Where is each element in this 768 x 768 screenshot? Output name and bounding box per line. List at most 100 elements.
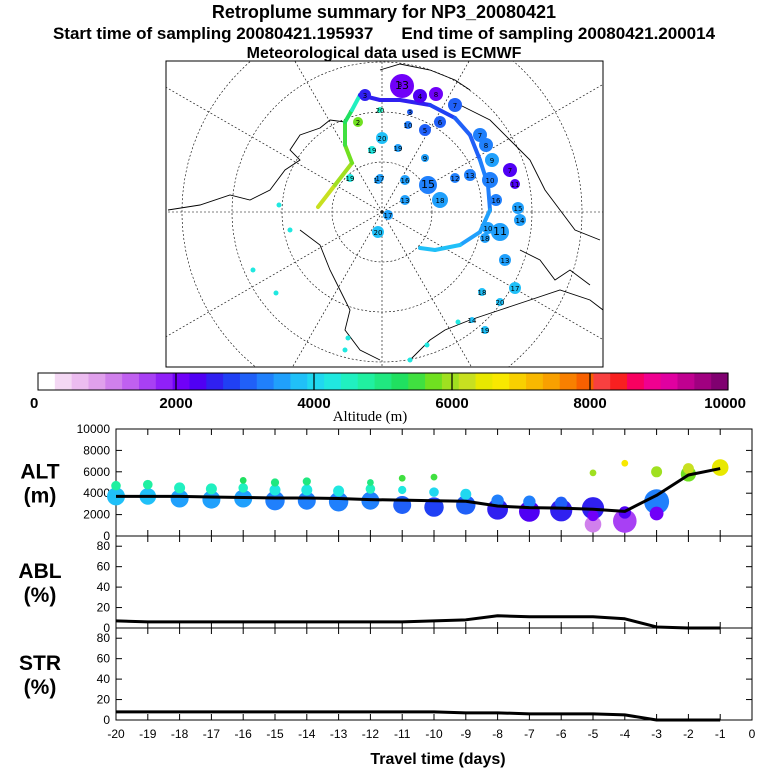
cluster-bubble xyxy=(265,490,285,511)
cluster-bubble xyxy=(613,509,637,533)
marker-point xyxy=(407,357,413,363)
y-axis-label: ALT xyxy=(20,461,59,484)
cluster-bubble xyxy=(481,326,489,334)
x-axis-label: Travel time (days) xyxy=(370,751,505,768)
cluster-bubble xyxy=(398,474,406,482)
y-tick-label: 0 xyxy=(103,621,110,635)
end-time-label: End time of sampling 20080421.200014 xyxy=(401,24,716,43)
cluster-bubble xyxy=(205,483,217,495)
cluster-bubble xyxy=(400,175,410,185)
cluster-bubble xyxy=(400,195,410,205)
x-tick-label: -6 xyxy=(556,727,567,741)
colorbar-swatch xyxy=(223,373,241,390)
day-label: 15 xyxy=(421,178,435,191)
colorbar-swatch xyxy=(660,373,679,390)
colorbar-swatch xyxy=(492,373,510,390)
cluster-bubble xyxy=(621,459,629,467)
day-label: 4 xyxy=(418,93,423,101)
colorbar-axis-label: Altitude (m) xyxy=(333,409,408,425)
meridian-line xyxy=(292,211,383,367)
panel-frame xyxy=(115,627,753,721)
day-label: 15 xyxy=(514,205,523,213)
colorbar-swatch xyxy=(610,373,628,390)
day-label: 11 xyxy=(493,225,507,238)
marker-point xyxy=(342,347,348,353)
cluster-bubble xyxy=(376,174,384,182)
y-tick-label: 8000 xyxy=(83,443,110,457)
day-label: 10 xyxy=(484,225,493,233)
cluster-bubble xyxy=(711,459,729,476)
colorbar-swatch xyxy=(643,373,662,390)
cluster-bubble xyxy=(649,506,664,521)
x-tick-label: -13 xyxy=(330,727,348,741)
trajectory-segment xyxy=(343,143,354,165)
cluster-bubble xyxy=(682,463,694,475)
cluster-bubble xyxy=(407,109,413,115)
x-tick-label: -20 xyxy=(107,727,125,741)
day-label: 18 xyxy=(436,197,445,205)
coastline xyxy=(167,109,351,211)
coastline xyxy=(519,249,591,286)
cluster-bubble xyxy=(485,153,499,167)
colorbar-swatch xyxy=(38,373,56,390)
coastline xyxy=(379,63,471,91)
colorbar-swatch xyxy=(374,373,393,390)
x-tick-label: -4 xyxy=(619,727,630,741)
y-tick-label: 60 xyxy=(97,560,111,574)
y-tick-label: 80 xyxy=(97,539,111,553)
coastline xyxy=(449,99,601,241)
series-line xyxy=(116,710,721,722)
day-label: 6 xyxy=(438,119,443,127)
trajectory-segment xyxy=(428,103,457,120)
cluster-bubble xyxy=(419,176,437,194)
cluster-bubble xyxy=(432,192,448,208)
trajectory-segment xyxy=(453,116,472,137)
x-tick-label: -3 xyxy=(651,727,662,741)
day-label: 9 xyxy=(490,157,494,165)
colorbar-swatch xyxy=(324,373,342,390)
colorbar-swatch xyxy=(408,373,426,390)
colorbar-swatch xyxy=(711,373,729,390)
day-label: 18 xyxy=(481,235,490,243)
day-label: 13 xyxy=(466,172,475,180)
colorbar-tick-label: 0 xyxy=(30,395,38,412)
cluster-bubble xyxy=(512,202,524,214)
colorbar-tick-label: 4000 xyxy=(297,395,330,412)
y-tick-label: 60 xyxy=(97,652,111,666)
cluster-bubble xyxy=(448,98,462,112)
cluster-bubble xyxy=(394,144,402,152)
cluster-bubble xyxy=(301,484,313,496)
y-tick-label: 4000 xyxy=(83,486,110,500)
day-label: 14 xyxy=(468,317,477,325)
day-label: 9 xyxy=(423,155,427,163)
cluster-bubble xyxy=(644,489,670,515)
day-label: 14 xyxy=(516,217,525,225)
cluster-bubble xyxy=(478,288,486,296)
cluster-bubble xyxy=(269,484,281,496)
cluster-bubble xyxy=(429,487,439,497)
cluster-bubble xyxy=(460,488,472,500)
colorbar-swatch xyxy=(357,373,376,390)
trajectory-segment xyxy=(468,133,482,162)
colorbar-swatch xyxy=(627,373,645,390)
cluster-bubble xyxy=(469,317,475,323)
cluster-bubble xyxy=(429,87,443,101)
x-tick-label: -9 xyxy=(460,727,471,741)
colorbar-swatch xyxy=(189,373,207,390)
day-label: 20 xyxy=(376,107,385,115)
day-label: 8 xyxy=(434,91,438,99)
cluster-bubble xyxy=(480,233,490,243)
start-time-label: Start time of sampling 20080421.195937 xyxy=(52,24,374,43)
x-tick-label: -2 xyxy=(683,727,694,741)
trajectory-segment xyxy=(333,161,354,187)
altitude-panel: 0 2000 4000 6000 8000 10000 ALT(m) xyxy=(20,422,753,543)
marker-point xyxy=(455,319,461,325)
colorbar-swatch xyxy=(105,373,123,390)
cluster-bubble xyxy=(450,173,460,183)
x-tick-label: -16 xyxy=(235,727,253,741)
colorbar-swatch xyxy=(391,373,409,390)
trajectory-segment xyxy=(316,183,337,209)
x-tick-label: -8 xyxy=(492,727,503,741)
x-tick-label: -19 xyxy=(139,727,157,741)
